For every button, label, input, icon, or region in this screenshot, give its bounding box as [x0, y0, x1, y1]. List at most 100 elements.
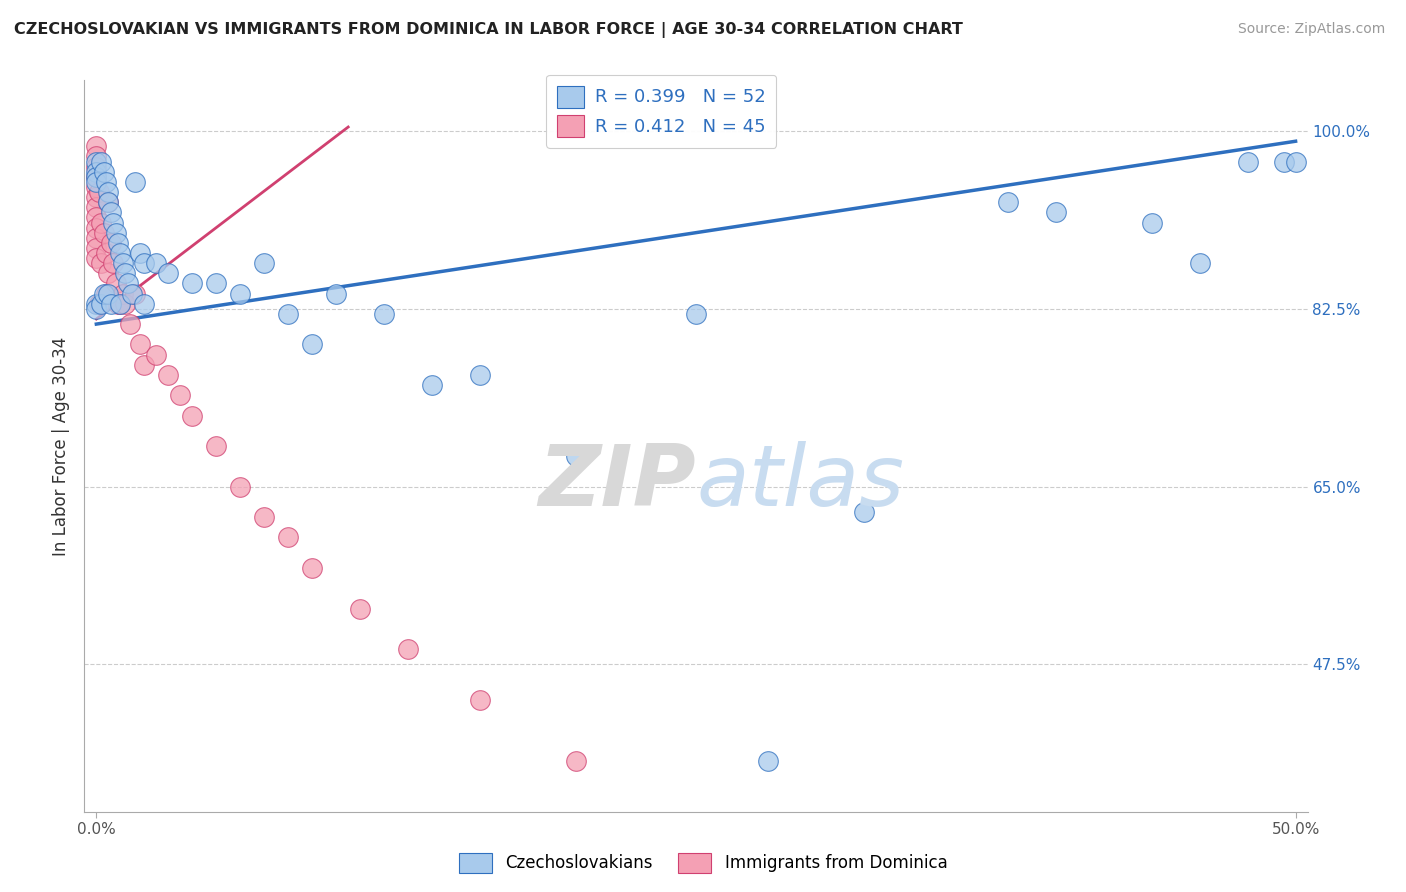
Point [86, 297, 108, 311]
Point [301, 337, 323, 351]
Point [373, 307, 395, 321]
Point [86, 190, 108, 204]
Point [94, 175, 117, 189]
Point [1236, 154, 1258, 169]
Point [181, 277, 204, 291]
Point [169, 388, 191, 402]
Point [97, 195, 120, 210]
Point [1284, 154, 1306, 169]
Point [117, 277, 139, 291]
Point [87, 297, 110, 311]
Point [157, 266, 180, 280]
Point [86, 149, 108, 163]
Point [420, 378, 443, 392]
Point [86, 211, 108, 225]
Point [87, 185, 110, 199]
Point [134, 358, 156, 372]
Point [90, 256, 112, 270]
Point [90, 154, 112, 169]
Point [124, 286, 146, 301]
Point [86, 139, 108, 153]
Text: Source: ZipAtlas.com: Source: ZipAtlas.com [1237, 22, 1385, 37]
Point [565, 754, 588, 768]
Point [86, 169, 108, 184]
Point [97, 185, 120, 199]
Point [134, 256, 156, 270]
Point [852, 505, 875, 519]
Point [124, 175, 146, 189]
Point [101, 215, 124, 229]
Point [110, 297, 132, 311]
Point [86, 164, 108, 178]
Point [86, 154, 108, 169]
Point [253, 256, 276, 270]
Point [86, 200, 108, 214]
Point [128, 337, 150, 351]
Point [86, 251, 108, 265]
Point [94, 286, 117, 301]
Point [134, 297, 156, 311]
Point [145, 256, 167, 270]
Point [468, 368, 491, 382]
Point [277, 530, 299, 544]
Point [93, 164, 115, 178]
Point [101, 256, 124, 270]
Point [1140, 215, 1163, 229]
Point [145, 347, 167, 362]
Point [114, 297, 136, 311]
Point [100, 235, 122, 250]
Point [181, 409, 204, 423]
Legend: Czechoslovakians, Immigrants from Dominica: Czechoslovakians, Immigrants from Domini… [453, 847, 953, 880]
Point [86, 180, 108, 194]
Point [114, 266, 136, 280]
Point [253, 510, 276, 524]
Point [111, 286, 134, 301]
Text: ZIP: ZIP [538, 441, 696, 524]
Point [86, 301, 108, 316]
Point [110, 297, 132, 311]
Point [349, 601, 371, 615]
Point [86, 220, 108, 235]
Point [229, 286, 252, 301]
Point [86, 231, 108, 245]
Point [157, 368, 180, 382]
Point [111, 256, 134, 270]
Point [93, 286, 115, 301]
Point [100, 205, 122, 219]
Point [468, 693, 491, 707]
Point [90, 215, 112, 229]
Point [396, 642, 419, 657]
Point [118, 317, 141, 331]
Point [86, 169, 108, 184]
Point [121, 286, 143, 301]
Point [97, 266, 120, 280]
Point [205, 277, 228, 291]
Point [100, 297, 122, 311]
Point [104, 277, 127, 291]
Point [110, 246, 132, 260]
Point [104, 226, 127, 240]
Text: CZECHOSLOVAKIAN VS IMMIGRANTS FROM DOMINICA IN LABOR FORCE | AGE 30-34 CORRELATI: CZECHOSLOVAKIAN VS IMMIGRANTS FROM DOMIN… [14, 22, 963, 38]
Point [107, 235, 129, 250]
Point [1188, 256, 1211, 270]
Point [205, 439, 228, 453]
Point [277, 307, 299, 321]
Point [301, 561, 323, 575]
Point [86, 241, 108, 255]
Y-axis label: In Labor Force | Age 30-34: In Labor Force | Age 30-34 [52, 336, 70, 556]
Point [685, 307, 707, 321]
Point [97, 286, 120, 301]
Point [1272, 154, 1295, 169]
Point [94, 246, 117, 260]
Text: atlas: atlas [696, 441, 904, 524]
Point [229, 480, 252, 494]
Point [1045, 205, 1067, 219]
Point [756, 754, 779, 768]
Point [128, 246, 150, 260]
Point [86, 160, 108, 174]
Point [97, 195, 120, 210]
Point [86, 175, 108, 189]
Point [93, 226, 115, 240]
Point [90, 297, 112, 311]
Legend: R = 0.399   N = 52, R = 0.412   N = 45: R = 0.399 N = 52, R = 0.412 N = 45 [546, 75, 776, 147]
